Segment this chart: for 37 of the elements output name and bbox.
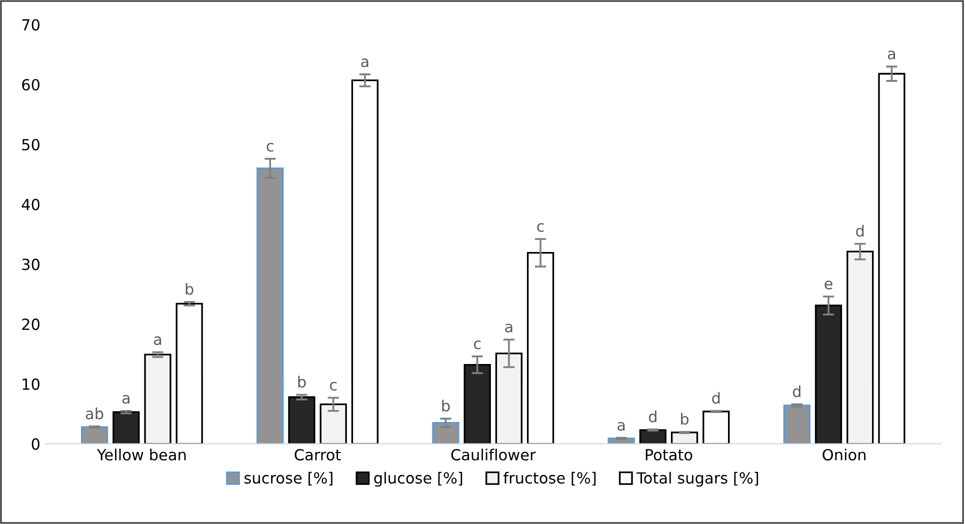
data-label: a bbox=[618, 422, 625, 431]
data-label: d bbox=[648, 410, 656, 422]
data-label: d bbox=[712, 392, 720, 404]
y-tick-label: 10 bbox=[22, 378, 40, 390]
data-label: a bbox=[505, 324, 512, 332]
data-label: a bbox=[361, 58, 368, 68]
y-tick-label: 50 bbox=[22, 138, 40, 150]
data-label: b bbox=[298, 376, 306, 388]
y-tick-label: 70 bbox=[22, 19, 40, 31]
y-tick-label: 20 bbox=[22, 318, 40, 330]
data-label: c bbox=[266, 142, 274, 152]
data-label: c bbox=[474, 340, 481, 350]
data-label: ab bbox=[86, 408, 104, 420]
data-label: b bbox=[186, 282, 194, 295]
y-tick-label: 0 bbox=[32, 438, 40, 450]
data-label: d bbox=[792, 385, 800, 398]
data-label: d bbox=[856, 224, 864, 237]
x-tick-label: Yellow bean bbox=[96, 448, 186, 461]
x-tick-label: Carrot bbox=[294, 448, 341, 461]
data-label: c bbox=[330, 382, 337, 391]
data-label: a bbox=[122, 394, 130, 404]
legend-label: sucrose [%] bbox=[244, 472, 332, 486]
x-tick-label: Potato bbox=[646, 449, 692, 461]
data-label: b bbox=[442, 400, 450, 412]
legend-label: fructose [%] bbox=[503, 472, 596, 486]
legend-label: Total sugars [%] bbox=[636, 472, 758, 487]
data-label: c bbox=[537, 223, 544, 232]
y-tick-label: 60 bbox=[22, 78, 40, 91]
y-tick-label: 40 bbox=[22, 198, 40, 210]
x-tick-label: Cauliflower bbox=[451, 448, 536, 461]
data-label: a bbox=[154, 336, 162, 346]
data-label: e bbox=[824, 280, 832, 290]
y-tick-label: 30 bbox=[22, 258, 40, 270]
data-label: a bbox=[888, 50, 896, 60]
data-label: b bbox=[681, 412, 689, 425]
x-tick-label: Onion bbox=[822, 448, 866, 461]
legend-label: glucose [%] bbox=[374, 472, 462, 487]
